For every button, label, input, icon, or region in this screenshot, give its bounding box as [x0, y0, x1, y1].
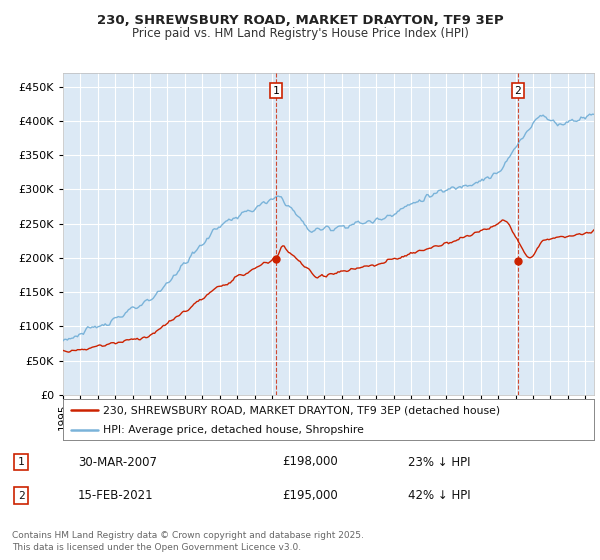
Text: HPI: Average price, detached house, Shropshire: HPI: Average price, detached house, Shro… [103, 424, 364, 435]
Text: Price paid vs. HM Land Registry's House Price Index (HPI): Price paid vs. HM Land Registry's House … [131, 27, 469, 40]
Text: 230, SHREWSBURY ROAD, MARKET DRAYTON, TF9 3EP: 230, SHREWSBURY ROAD, MARKET DRAYTON, TF… [97, 14, 503, 27]
Text: 230, SHREWSBURY ROAD, MARKET DRAYTON, TF9 3EP (detached house): 230, SHREWSBURY ROAD, MARKET DRAYTON, TF… [103, 405, 500, 415]
Text: 42% ↓ HPI: 42% ↓ HPI [408, 489, 470, 502]
Text: 30-MAR-2007: 30-MAR-2007 [78, 455, 157, 469]
Text: 2: 2 [17, 491, 25, 501]
Text: 1: 1 [17, 457, 25, 467]
Text: 1: 1 [273, 86, 280, 96]
Text: 15-FEB-2021: 15-FEB-2021 [78, 489, 154, 502]
Text: £198,000: £198,000 [282, 455, 338, 469]
Text: 2: 2 [514, 86, 521, 96]
Text: Contains HM Land Registry data © Crown copyright and database right 2025.
This d: Contains HM Land Registry data © Crown c… [12, 531, 364, 552]
Text: £195,000: £195,000 [282, 489, 338, 502]
Text: 23% ↓ HPI: 23% ↓ HPI [408, 455, 470, 469]
